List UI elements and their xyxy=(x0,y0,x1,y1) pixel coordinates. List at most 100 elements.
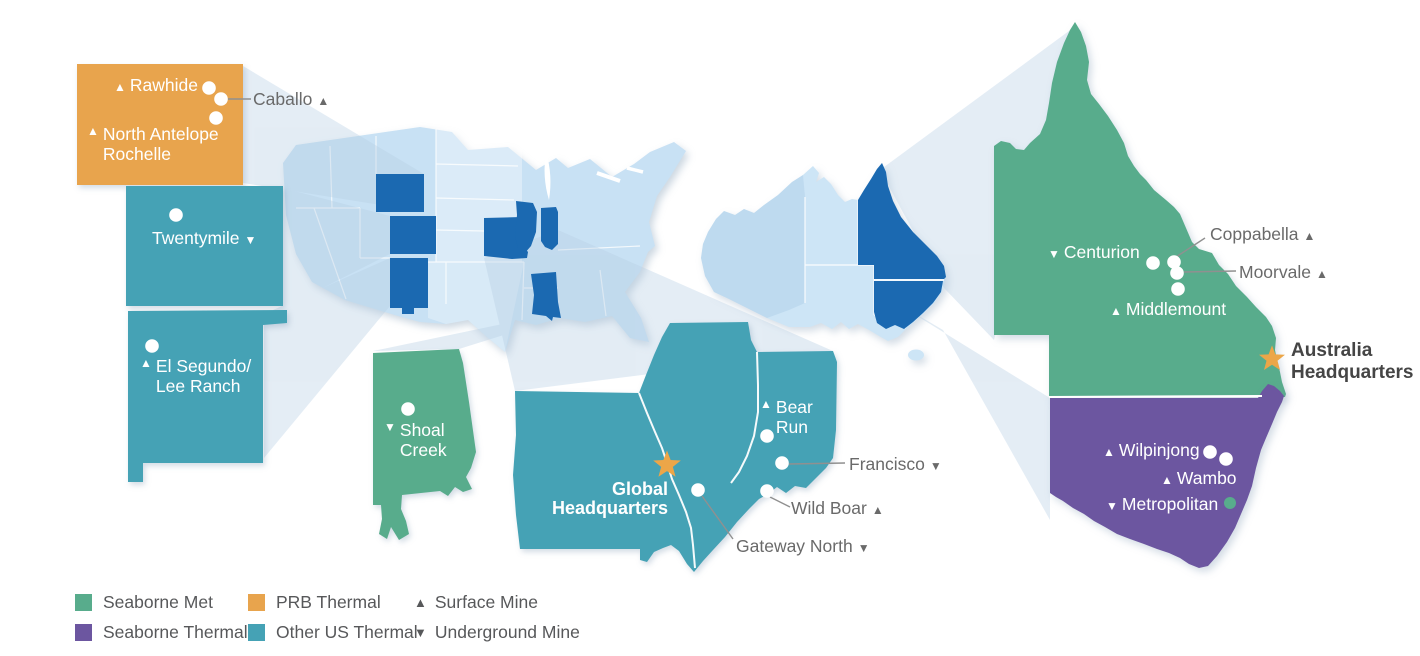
surface-mine-icon: ▲ xyxy=(871,503,884,517)
mine-label-wild-boar: Wild Boar ▲ xyxy=(791,498,884,518)
legend-item-other-us-thermal: Other US Thermal xyxy=(248,622,418,643)
mine-label-el-segundo: ▲ El Segundo/ Lee Ranch xyxy=(140,356,252,396)
underground-mine-icon: ▼ xyxy=(929,459,942,473)
dot-wild-boar xyxy=(760,484,774,498)
mine-label-coppabella: Coppabella ▲ xyxy=(1210,224,1316,244)
dot-francisco xyxy=(775,456,789,470)
great-lakes xyxy=(544,152,644,200)
underground-mine-icon: ▼ xyxy=(1048,247,1060,261)
prb-thermal-swatch xyxy=(248,594,265,611)
underground-mine-icon: ▼ xyxy=(414,625,427,640)
dot-gateway-north xyxy=(691,483,705,497)
surface-mine-icon: ▲ xyxy=(317,94,330,108)
mine-label-gateway-north: Gateway North ▼ xyxy=(736,536,870,556)
dot-caballo xyxy=(214,92,228,106)
surface-mine-icon: ▲ xyxy=(1161,473,1173,487)
legend-item-prb-thermal: PRB Thermal xyxy=(248,592,381,613)
dot-wilpinjong xyxy=(1203,445,1217,459)
dot-bear-run xyxy=(760,429,774,443)
mine-label-middlemount: ▲ Middlemount xyxy=(1110,299,1227,319)
surface-mine-icon: ▲ xyxy=(1315,267,1328,281)
surface-mine-icon: ▲ xyxy=(1110,304,1122,318)
us-highlighted-states xyxy=(376,174,561,321)
mine-label-bear-run: ▲ Bear Run xyxy=(760,397,813,437)
legend-item-underground-mine: ▼ Underground Mine xyxy=(414,622,580,643)
legend-item-seaborne-met: Seaborne Met xyxy=(75,592,213,613)
australia-wa-shade xyxy=(701,175,805,318)
surface-mine-icon: ▲ xyxy=(1303,229,1316,243)
mine-label-metropolitan: ▼ Metropolitan xyxy=(1106,494,1219,514)
underground-mine-icon: ▼ xyxy=(244,233,257,247)
seaborne-met-swatch xyxy=(75,594,92,611)
legend-item-seaborne-thermal: Seaborne Thermal xyxy=(75,622,248,643)
legend-label: PRB Thermal xyxy=(276,592,381,612)
inset-queensland xyxy=(994,22,1286,397)
other-us-thermal-swatch xyxy=(248,624,265,641)
inset-el-segundo xyxy=(128,310,287,482)
underground-mine-icon: ▼ xyxy=(1106,499,1118,513)
legend-label: Seaborne Met xyxy=(103,592,213,612)
dot-centurion xyxy=(1146,256,1160,270)
dot-metropolitan xyxy=(1224,497,1236,509)
state-colorado xyxy=(390,216,436,254)
surface-mine-icon: ▲ xyxy=(87,124,99,138)
surface-mine-icon: ▲ xyxy=(1103,445,1115,459)
australia-headquarters-label: Australia Headquarters xyxy=(1291,340,1414,383)
surface-mine-icon: ▲ xyxy=(114,80,126,94)
inset-twentymile xyxy=(126,186,283,306)
mine-label-wilpinjong: ▲ Wilpinjong xyxy=(1103,440,1200,460)
mine-label-moorvale: Moorvale ▲ xyxy=(1239,262,1328,282)
state-alabama xyxy=(531,272,561,321)
seaborne-thermal-swatch xyxy=(75,624,92,641)
inset-nsw xyxy=(1050,384,1284,568)
label-connectors xyxy=(228,98,1237,540)
mine-label-centurion: ▼ Centurion xyxy=(1048,242,1140,262)
dot-coppabella xyxy=(1167,255,1181,269)
state-wyoming xyxy=(376,174,424,212)
mine-label-shoal-creek: ▼ Shoal Creek xyxy=(384,420,447,460)
mine-label-francisco: Francisco ▼ xyxy=(849,454,942,474)
state-nsw-mini xyxy=(874,281,943,329)
us-state-borders xyxy=(296,129,641,321)
connector-moorvale xyxy=(1183,270,1237,273)
mine-label-wambo: ▲ Wambo xyxy=(1161,468,1237,488)
dot-twentymile xyxy=(169,208,183,222)
dot-rawhide xyxy=(202,81,216,95)
mine-label-rawhide: ▲ Rawhide xyxy=(114,75,198,95)
connector-francisco xyxy=(788,462,846,465)
dot-shoal-creek xyxy=(401,402,415,416)
inset-river-borders xyxy=(638,351,759,569)
mine-dots xyxy=(145,81,1233,498)
dot-el-segundo xyxy=(145,339,159,353)
legend-label: Underground Mine xyxy=(434,622,580,642)
connector-wild-boar xyxy=(769,496,791,508)
legend-label: Seaborne Thermal xyxy=(103,622,248,642)
state-queensland-mini xyxy=(858,163,946,279)
surface-mine-icon: ▲ xyxy=(414,595,427,610)
dot-north-antelope xyxy=(209,111,223,125)
state-new-mexico xyxy=(390,258,428,314)
legend-item-surface-mine: ▲ Surface Mine xyxy=(414,592,538,613)
us-texas-shade xyxy=(428,262,524,352)
dot-middlemount xyxy=(1171,282,1185,296)
mine-label-north-antelope-rochelle: ▲ North Antelope Rochelle xyxy=(87,124,219,164)
legend-label: Other US Thermal xyxy=(276,622,418,642)
qld-nsw-border xyxy=(1048,395,1263,398)
underground-mine-icon: ▼ xyxy=(384,420,396,434)
state-indiana xyxy=(541,207,558,250)
surface-mine-icon: ▲ xyxy=(760,397,772,411)
state-illinois xyxy=(515,201,537,254)
mine-label-twentymile: Twentymile ▼ xyxy=(152,228,257,248)
underground-mine-icon: ▼ xyxy=(857,541,870,555)
connector-coppabella xyxy=(1175,237,1206,258)
connector-gateway-north xyxy=(701,495,734,540)
global-headquarters-label: Global Headquarters xyxy=(551,479,668,519)
dot-wambo xyxy=(1219,452,1233,466)
inset-shoal-creek xyxy=(373,349,476,540)
mine-label-caballo: Caballo ▲ xyxy=(253,89,330,109)
surface-mine-icon: ▲ xyxy=(140,356,152,370)
legend-label: Surface Mine xyxy=(434,592,538,612)
inset-mo-il-in xyxy=(513,322,837,572)
